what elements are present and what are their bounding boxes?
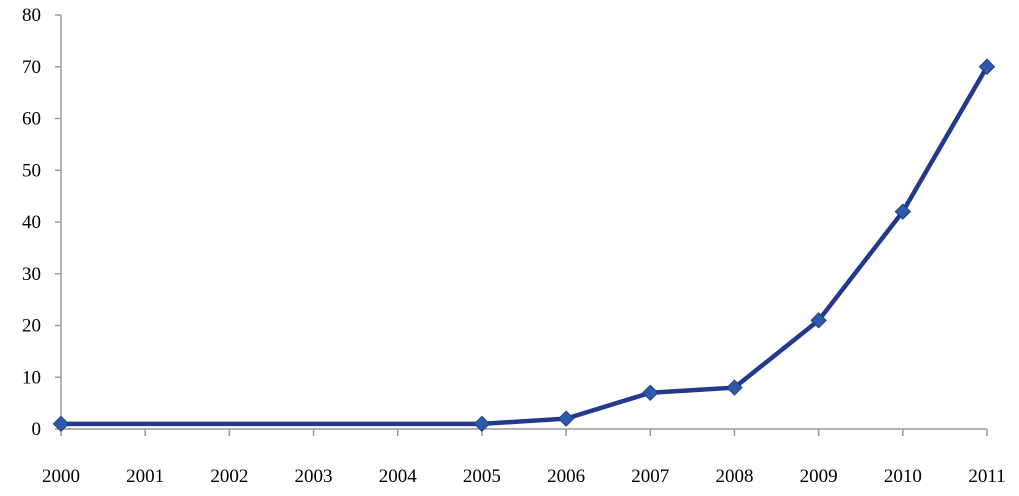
data-point-marker <box>894 203 912 220</box>
data-point-marker <box>978 58 996 75</box>
y-tick-label: 10 <box>22 367 41 388</box>
y-axis-ticks: 0 10 20 30 40 50 60 70 80 <box>22 5 61 440</box>
x-axis-ticks: 2000 2001 2002 2003 2004 2005 2006 2007 2008 2009… <box>42 429 1006 487</box>
x-tick-label: 2007 <box>631 466 669 487</box>
series-line <box>58 64 990 427</box>
data-point-marker <box>557 410 575 427</box>
axes <box>60 15 987 430</box>
data-point-marker <box>810 312 827 329</box>
y-tick-label: 0 <box>32 419 42 440</box>
x-tick-label: 2004 <box>379 466 418 487</box>
x-tick-label: 2010 <box>884 466 922 487</box>
y-tick-label: 70 <box>22 57 41 78</box>
y-tick-label: 60 <box>22 109 41 130</box>
y-tick-label: 50 <box>22 160 41 181</box>
x-tick-label: 2005 <box>463 466 501 487</box>
data-point-marker <box>642 384 659 401</box>
y-tick-label: 80 <box>22 5 41 26</box>
y-tick-label: 20 <box>22 316 41 337</box>
data-point-marker <box>726 379 743 396</box>
x-tick-label: 2000 <box>42 466 80 487</box>
x-tick-label: 2008 <box>715 466 753 487</box>
x-tick-label: 2009 <box>800 466 838 487</box>
data-point-marker <box>52 415 70 433</box>
x-tick-label: 2006 <box>547 466 585 487</box>
x-tick-label: 2001 <box>126 466 164 487</box>
series-layer <box>52 58 996 433</box>
x-tick-label: 2011 <box>968 466 1005 487</box>
x-tick-label: 2002 <box>210 466 248 487</box>
x-tick-label: 2003 <box>295 466 333 487</box>
y-tick-label: 40 <box>22 212 41 233</box>
y-tick-label: 30 <box>22 264 41 285</box>
data-point-marker <box>473 415 491 433</box>
